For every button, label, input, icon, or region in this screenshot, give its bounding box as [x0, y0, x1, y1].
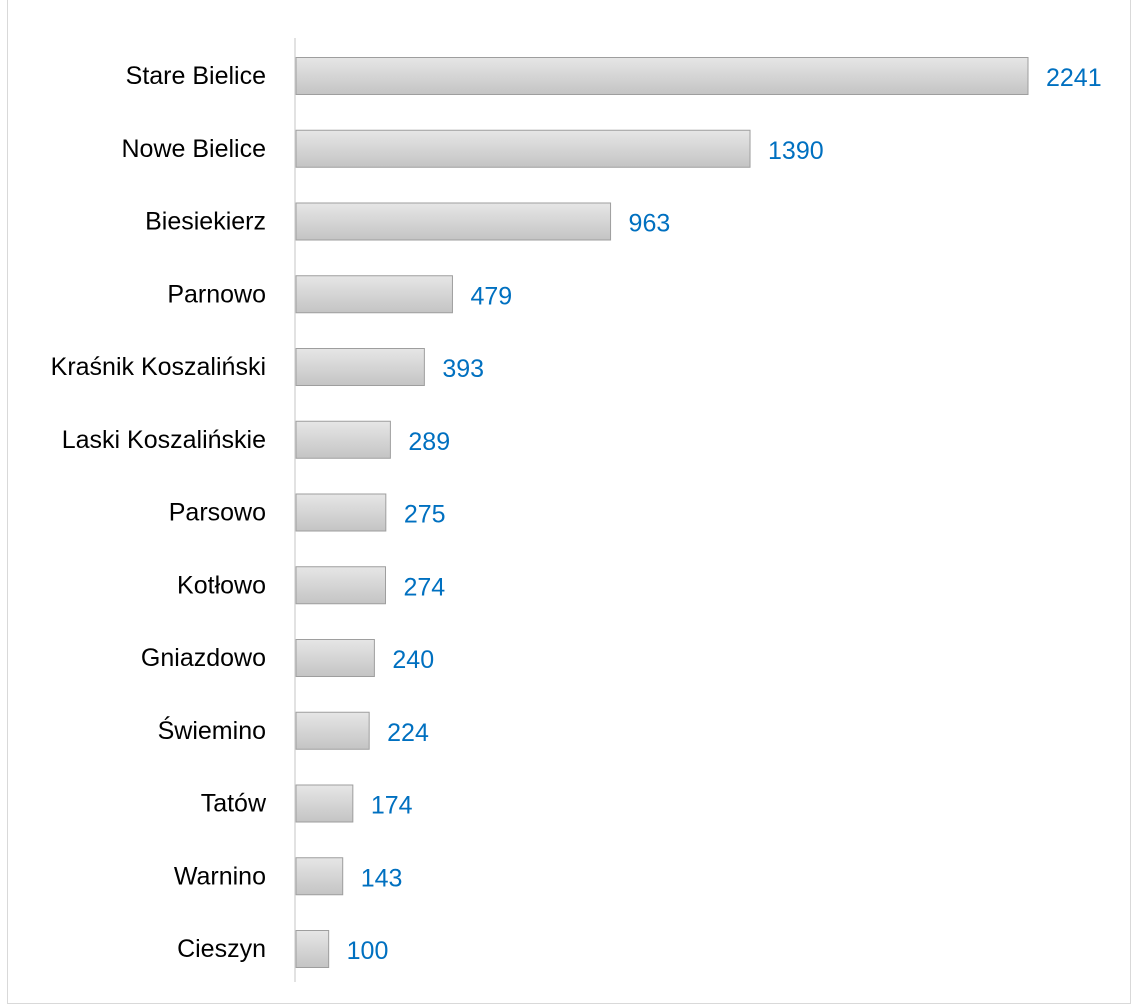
category-label: Warnino	[174, 862, 266, 890]
category-label: Nowe Bielice	[121, 135, 266, 163]
value-label: 274	[403, 573, 445, 601]
bar-10	[295, 784, 354, 823]
category-label: Kotłowo	[177, 571, 266, 599]
category-labels: Stare Bielice Nowe Bielice Biesiekierz Parn…	[51, 62, 267, 963]
category-label: Tatów	[201, 790, 267, 818]
value-label: 240	[392, 646, 434, 674]
category-label: Gniazdowo	[141, 644, 266, 672]
value-label: 963	[629, 210, 671, 238]
bar-6	[295, 493, 387, 532]
value-label: 224	[387, 719, 429, 747]
value-label: 289	[408, 428, 450, 456]
bar-8	[295, 639, 375, 677]
bars-layer	[295, 57, 1029, 968]
bar-7	[295, 566, 386, 605]
value-labels: 2241 1390 963 479 393 289 275 274 240 224 174 143 10…	[347, 64, 1102, 965]
category-label: Parnowo	[167, 280, 266, 308]
value-label: 143	[361, 864, 403, 892]
value-label: 100	[347, 937, 389, 965]
bar-4	[295, 348, 425, 386]
bar-1	[295, 129, 751, 168]
value-label: 479	[470, 282, 512, 310]
category-label: Laski Koszalińskie	[62, 426, 266, 454]
bar-12	[295, 930, 330, 968]
category-label: Stare Bielice	[126, 62, 266, 90]
value-label: 2241	[1046, 64, 1102, 92]
bar-2	[295, 202, 612, 241]
bar-3	[295, 275, 453, 314]
bar-0	[295, 57, 1029, 95]
category-label: Parsowo	[169, 499, 266, 527]
category-label: Biesiekierz	[145, 208, 266, 236]
value-label: 275	[404, 501, 446, 529]
category-label: Cieszyn	[177, 935, 266, 963]
bar-5	[295, 420, 391, 459]
category-label: Kraśnik Koszaliński	[51, 353, 266, 381]
bar-11	[295, 857, 344, 896]
value-label: 393	[442, 355, 484, 383]
value-label: 1390	[768, 137, 824, 165]
value-label: 174	[371, 792, 413, 820]
bar-9	[295, 711, 370, 750]
category-label: Świemino	[158, 715, 266, 745]
